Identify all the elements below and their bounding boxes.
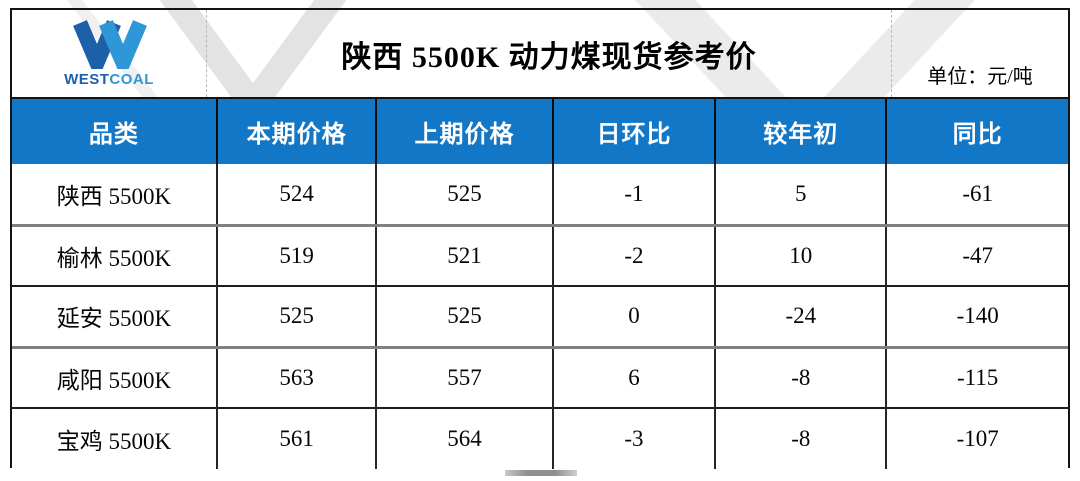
- logo-wordmark-west: WEST: [64, 71, 110, 88]
- price-table: 品类 本期价格 上期价格 日环比 较年初 同比 陕西 5500K 524 525…: [12, 99, 1068, 469]
- col-header-daily-change: 日环比: [552, 99, 717, 164]
- table-row: 宝鸡 5500K 561 564 -3 -8 -107: [12, 407, 1068, 469]
- cell-daily-change: -1: [552, 164, 717, 225]
- cell-yoy-change: -115: [886, 345, 1068, 408]
- cell-category: 陕西 5500K: [12, 164, 218, 225]
- title-cell: 陕西 5500K 动力煤现货参考价: [207, 10, 892, 97]
- page-title: 陕西 5500K 动力煤现货参考价: [341, 40, 757, 74]
- cell-category: 宝鸡 5500K: [12, 407, 218, 469]
- cell-ytd-change: 5: [715, 164, 888, 225]
- col-header-yoy-change: 同比: [886, 99, 1068, 164]
- table-row: 陕西 5500K 524 525 -1 5 -61: [12, 164, 1068, 225]
- col-header-current-price: 本期价格: [216, 99, 378, 164]
- table-row: 咸阳 5500K 563 557 6 -8 -115: [12, 345, 1068, 408]
- cell-current-price: 525: [216, 285, 378, 347]
- cell-current-price: 524: [216, 164, 378, 225]
- cell-previous-price: 525: [376, 285, 554, 347]
- cell-ytd-change: -24: [715, 285, 888, 347]
- cell-daily-change: 0: [552, 285, 717, 347]
- cell-yoy-change: -61: [886, 164, 1068, 225]
- table-row: 榆林 5500K 519 521 -2 10 -47: [12, 223, 1068, 286]
- cell-current-price: 563: [216, 345, 378, 408]
- unit-label: 单位：元/吨: [927, 66, 1033, 88]
- cell-previous-price: 521: [376, 223, 554, 286]
- cell-category: 榆林 5500K: [12, 223, 218, 286]
- cell-ytd-change: -8: [715, 345, 888, 408]
- cell-daily-change: -2: [552, 223, 717, 286]
- cell-current-price: 561: [216, 407, 378, 469]
- col-header-category: 品类: [12, 99, 218, 164]
- cell-previous-price: 525: [376, 164, 554, 225]
- logo-wordmark: WESTCOAL: [64, 71, 154, 88]
- unit-cell: 单位：元/吨: [892, 10, 1068, 97]
- logo-cell: WESTCOAL: [12, 10, 207, 97]
- col-header-previous-price: 上期价格: [376, 99, 554, 164]
- cell-current-price: 519: [216, 223, 378, 286]
- logo-wordmark-coal: COAL: [109, 71, 154, 88]
- column-header-row: 品类 本期价格 上期价格 日环比 较年初 同比: [12, 99, 1068, 164]
- cell-yoy-change: -140: [886, 285, 1068, 347]
- cell-daily-change: -3: [552, 407, 717, 469]
- cell-previous-price: 564: [376, 407, 554, 469]
- cell-ytd-change: 10: [715, 223, 888, 286]
- cell-category: 延安 5500K: [12, 285, 218, 347]
- price-table-sheet: WESTCOAL 陕西 5500K 动力煤现货参考价 单位：元/吨 品类 本期价…: [10, 8, 1070, 469]
- cell-yoy-change: -47: [886, 223, 1068, 286]
- cell-category: 咸阳 5500K: [12, 345, 218, 408]
- col-header-ytd-change: 较年初: [715, 99, 888, 164]
- table-row: 延安 5500K 525 525 0 -24 -140: [12, 285, 1068, 347]
- westcoal-logo-icon: [73, 20, 147, 69]
- cell-previous-price: 557: [376, 345, 554, 408]
- watermark-bottom-bar: [505, 470, 577, 476]
- cell-daily-change: 6: [552, 345, 717, 408]
- cell-yoy-change: -107: [886, 407, 1068, 469]
- cell-ytd-change: -8: [715, 407, 888, 469]
- table-header-band: WESTCOAL 陕西 5500K 动力煤现货参考价 单位：元/吨: [12, 10, 1068, 99]
